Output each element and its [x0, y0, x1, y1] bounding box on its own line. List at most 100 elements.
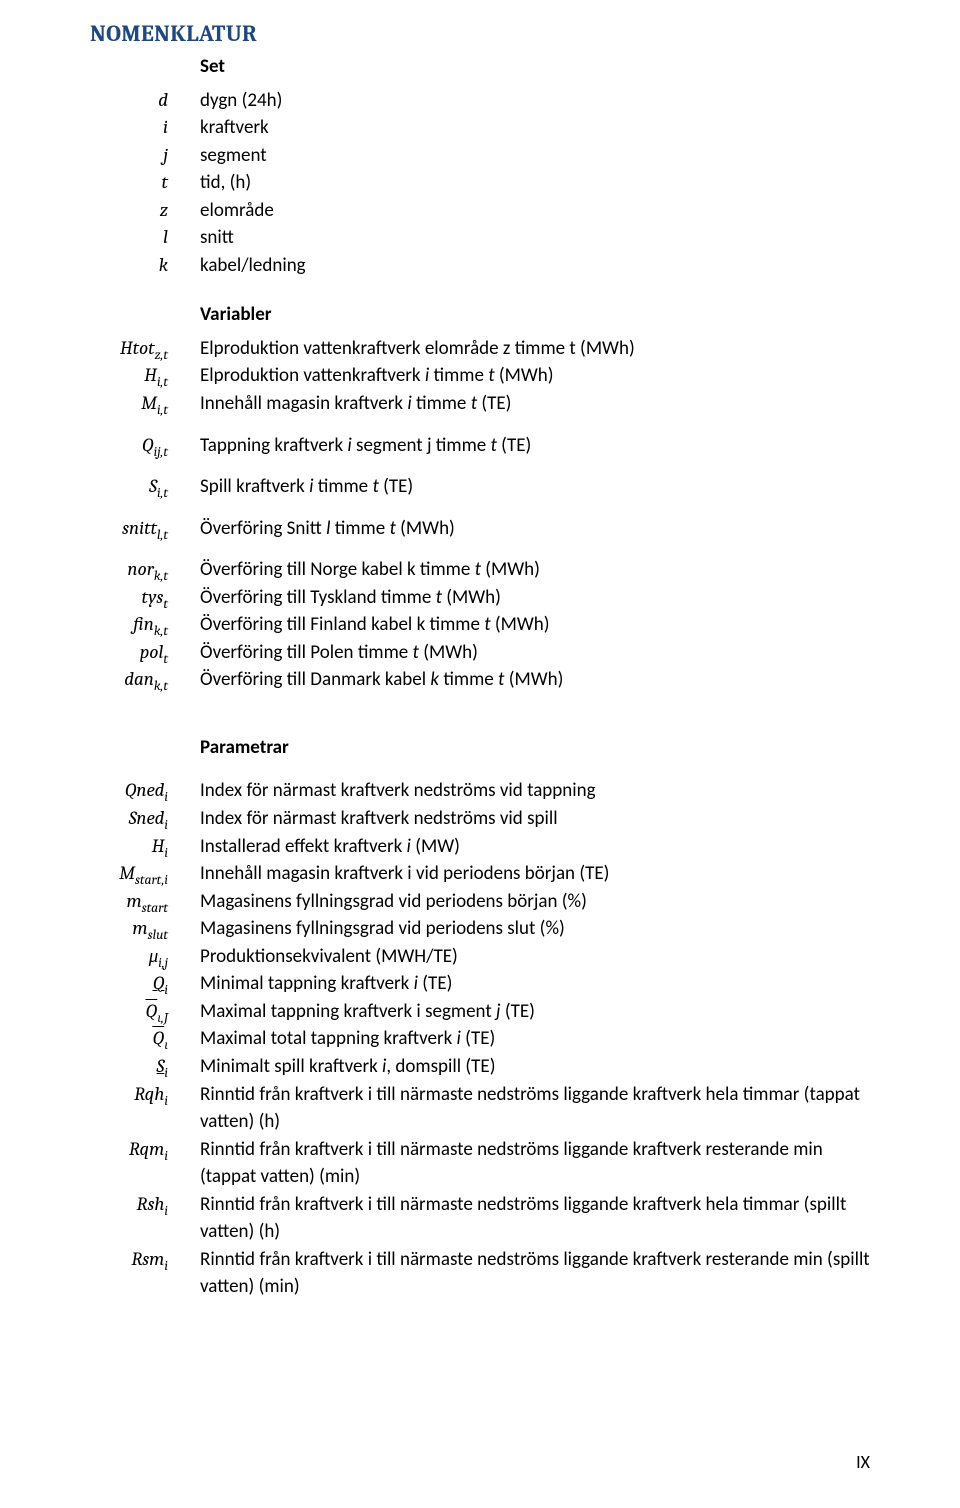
- description: kraftverk: [200, 114, 870, 142]
- description: Överföring till Polen timme t (MWh): [200, 639, 870, 667]
- var-rows-1: Htotz,tElproduktion vattenkraftverk elom…: [90, 335, 870, 418]
- definition-row: Htotz,tElproduktion vattenkraftverk elom…: [90, 335, 870, 363]
- symbol: Qij,t: [90, 432, 200, 460]
- section-variabler: Variabler Htotz,tElproduktion vattenkraf…: [90, 301, 870, 694]
- symbol: snittl,t: [90, 515, 200, 543]
- page-number: IX: [856, 1451, 870, 1473]
- document-page: NOMENKLATUR Set ddygn (24h)ikraftverkjse…: [0, 0, 960, 1363]
- symbol: Hi,t: [90, 362, 200, 390]
- description: Maximal tappning kraftverk i segment j (…: [200, 998, 870, 1026]
- symbol: i: [90, 114, 200, 142]
- symbol: z: [90, 197, 200, 225]
- section-heading-row: Parametrar: [90, 734, 870, 768]
- param-rows: QnediIndex för närmast kraftverk nedströ…: [90, 777, 870, 1300]
- description: Index för närmast kraftverk nedströms vi…: [200, 805, 870, 833]
- symbol: Si,t: [90, 473, 200, 501]
- symbol: Rqhi: [90, 1081, 200, 1109]
- description: segment: [200, 142, 870, 170]
- definition-row: nork,tÖverföring till Norge kabel k timm…: [90, 556, 870, 584]
- definition-row: Hi,tElproduktion vattenkraftverk i timme…: [90, 362, 870, 390]
- symbol: d: [90, 87, 200, 115]
- symbol: Qi: [90, 970, 200, 998]
- description: dygn (24h): [200, 87, 870, 115]
- symbol: Rshi: [90, 1191, 200, 1219]
- symbol: μi,j: [90, 943, 200, 971]
- description: Rinntid från kraftverk i till närmaste n…: [200, 1136, 870, 1191]
- symbol: Snedi: [90, 805, 200, 833]
- definition-row: mstartMagasinens fyllningsgrad vid perio…: [90, 888, 870, 916]
- description: Minimalt spill kraftverk i, domspill (TE…: [200, 1053, 870, 1081]
- section-heading: Set: [200, 53, 870, 81]
- symbol: Qnedi: [90, 777, 200, 805]
- spacer: [90, 716, 870, 734]
- description: Tappning kraftverk i segment j timme t (…: [200, 432, 870, 460]
- symbol: Mi,t: [90, 390, 200, 418]
- section-parametrar: Parametrar QnediIndex för närmast kraftv…: [90, 716, 870, 1301]
- definition-row: SiMinimalt spill kraftverk i, domspill (…: [90, 1053, 870, 1081]
- definition-row: SnediIndex för närmast kraftverk nedströ…: [90, 805, 870, 833]
- definition-row: QnediIndex för närmast kraftverk nedströ…: [90, 777, 870, 805]
- definition-row: fink,tÖverföring till Finland kabel k ti…: [90, 611, 870, 639]
- definition-row: ikraftverk: [90, 114, 870, 142]
- description: Elproduktion vattenkraftverk elområde z …: [200, 335, 870, 363]
- symbol: Rsmi: [90, 1246, 200, 1274]
- symbol: t: [90, 169, 200, 197]
- description: Överföring till Danmark kabel k timme t …: [200, 666, 870, 694]
- symbol: Si: [90, 1053, 200, 1081]
- definition-row: μi,jProduktionsekvivalent (MWH/TE): [90, 943, 870, 971]
- description: Spill kraftverk i timme t (TE): [200, 473, 870, 501]
- symbol: Mstart,i: [90, 860, 200, 888]
- definition-row: RshiRinntid från kraftverk i till närmas…: [90, 1191, 870, 1246]
- description: Maximal total tappning kraftverk i (TE): [200, 1025, 870, 1053]
- symbol: Qι: [90, 1025, 200, 1053]
- description: Index för närmast kraftverk nedströms vi…: [200, 777, 870, 805]
- definition-row: tystÖverföring till Tyskland timme t (MW…: [90, 584, 870, 612]
- description: Innehåll magasin kraftverk i timme t (TE…: [200, 390, 870, 418]
- symbol: tyst: [90, 584, 200, 612]
- definition-row: kkabel/ledning: [90, 252, 870, 280]
- description: elområde: [200, 197, 870, 225]
- description: Magasinens fyllningsgrad vid periodens b…: [200, 888, 870, 916]
- definition-row: snittl,tÖverföring Snitt l timme t (MWh): [90, 515, 870, 543]
- description: Rinntid från kraftverk i till närmaste n…: [200, 1191, 870, 1246]
- definition-row: zelområde: [90, 197, 870, 225]
- symbol: Htotz,t: [90, 335, 200, 363]
- section-heading-row: Set: [90, 53, 870, 87]
- spacer: [90, 542, 870, 556]
- symbol: k: [90, 252, 200, 280]
- description: Elproduktion vattenkraftverk i timme t (…: [200, 362, 870, 390]
- description: Magasinens fyllningsgrad vid periodens s…: [200, 915, 870, 943]
- var-rows-5: nork,tÖverföring till Norge kabel k timm…: [90, 556, 870, 694]
- symbol: l: [90, 224, 200, 252]
- definition-row: HiInstallerad effekt kraftverk i (MW): [90, 833, 870, 861]
- definition-row: QiMinimal tappning kraftverk i (TE): [90, 970, 870, 998]
- page-title: NOMENKLATUR: [90, 20, 870, 47]
- description: Överföring Snitt l timme t (MWh): [200, 515, 870, 543]
- definition-row: lsnitt: [90, 224, 870, 252]
- section-set: Set ddygn (24h)ikraftverkjsegmentttid, (…: [90, 53, 870, 279]
- var-rows-2: Qij,tTappning kraftverk i segment j timm…: [90, 432, 870, 460]
- set-rows: ddygn (24h)ikraftverkjsegmentttid, (h)ze…: [90, 87, 870, 280]
- definition-row: Mi,tInnehåll magasin kraftverk i timme t…: [90, 390, 870, 418]
- definition-row: Qι,JMaximal tappning kraftverk i segment…: [90, 998, 870, 1026]
- description: Överföring till Norge kabel k timme t (M…: [200, 556, 870, 584]
- definition-row: RqmiRinntid från kraftverk i till närmas…: [90, 1136, 870, 1191]
- spacer: [90, 501, 870, 515]
- description: Minimal tappning kraftverk i (TE): [200, 970, 870, 998]
- description: Produktionsekvivalent (MWH/TE): [200, 943, 870, 971]
- var-rows-3: Si,tSpill kraftverk i timme t (TE): [90, 473, 870, 501]
- description: kabel/ledning: [200, 252, 870, 280]
- description: Överföring till Tyskland timme t (MWh): [200, 584, 870, 612]
- section-heading: Variabler: [200, 301, 870, 329]
- spacer: [90, 459, 870, 473]
- description: snitt: [200, 224, 870, 252]
- description: tid, (h): [200, 169, 870, 197]
- definition-row: ttid, (h): [90, 169, 870, 197]
- description: Rinntid från kraftverk i till närmaste n…: [200, 1246, 870, 1301]
- definition-row: ddygn (24h): [90, 87, 870, 115]
- description: Installerad effekt kraftverk i (MW): [200, 833, 870, 861]
- symbol: Hi: [90, 833, 200, 861]
- symbol: dank,t: [90, 666, 200, 694]
- section-heading-row: Variabler: [90, 301, 870, 335]
- definition-row: Mstart,iInnehåll magasin kraftverk i vid…: [90, 860, 870, 888]
